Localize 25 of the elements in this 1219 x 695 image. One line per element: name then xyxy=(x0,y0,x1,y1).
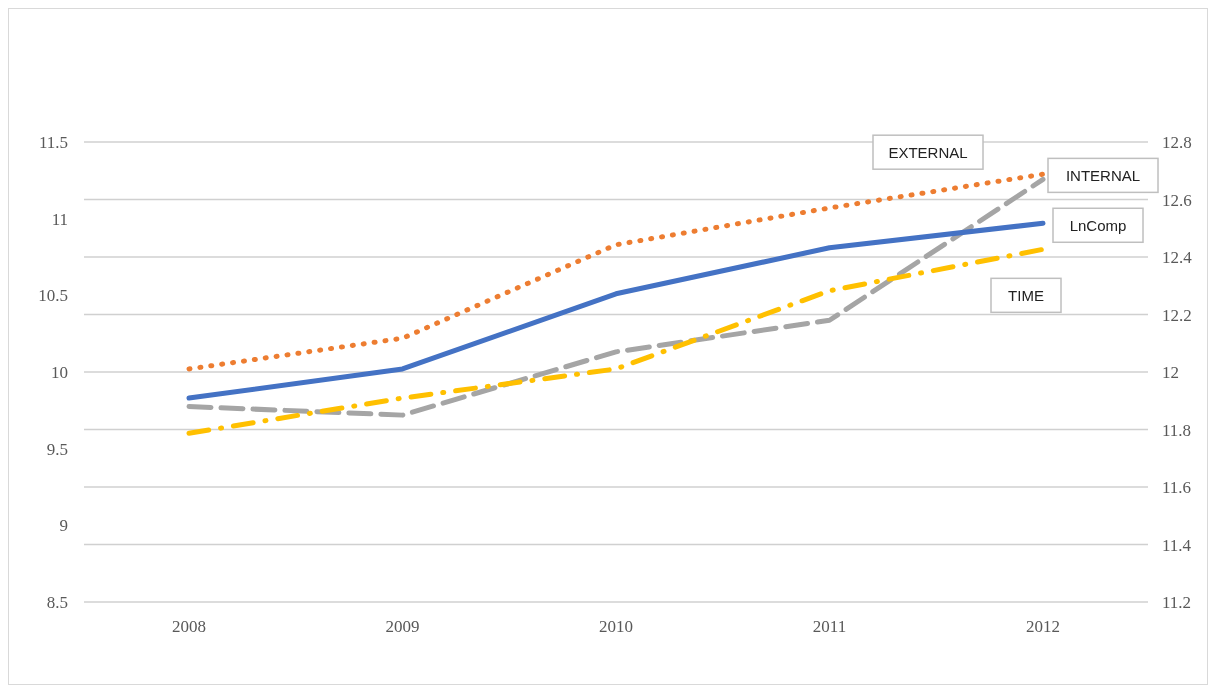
y-tick-label: 10 xyxy=(51,363,68,383)
y-tick-label: 11 xyxy=(51,209,68,229)
x-tick-label: 2012 xyxy=(1026,617,1060,637)
series-label: INTERNAL xyxy=(1065,167,1141,185)
y-tick-label: 9 xyxy=(59,516,68,536)
y2-tick-label: 12.8 xyxy=(1162,133,1192,153)
x-tick-label: 2009 xyxy=(385,617,420,637)
series-label: LnComp xyxy=(1069,217,1127,235)
y2-tick-label: 12.4 xyxy=(1162,248,1193,268)
text: TIME xyxy=(1008,287,1044,305)
series-label: EXTERNAL xyxy=(888,144,968,162)
x-tick-label: 2008 xyxy=(172,617,206,637)
y2-tick-label: 12.6 xyxy=(1162,190,1192,210)
y-tick-label: 9.5 xyxy=(46,439,68,459)
y-tick-label: 11.5 xyxy=(38,133,68,153)
y2-tick-label: 11.6 xyxy=(1162,478,1192,498)
y-tick-label: 10.5 xyxy=(38,286,68,306)
y2-tick-label: 11.4 xyxy=(1162,535,1192,555)
y2-tick-label: 12 xyxy=(1162,363,1179,383)
y-tick-label: 8.5 xyxy=(46,593,68,613)
y2-tick-label: 12.2 xyxy=(1162,305,1192,325)
y2-tick-label: 11.2 xyxy=(1162,593,1192,613)
x-tick-label: 2011 xyxy=(812,617,847,637)
y2-tick-label: 11.8 xyxy=(1162,420,1192,440)
x-tick-label: 2010 xyxy=(599,617,633,637)
